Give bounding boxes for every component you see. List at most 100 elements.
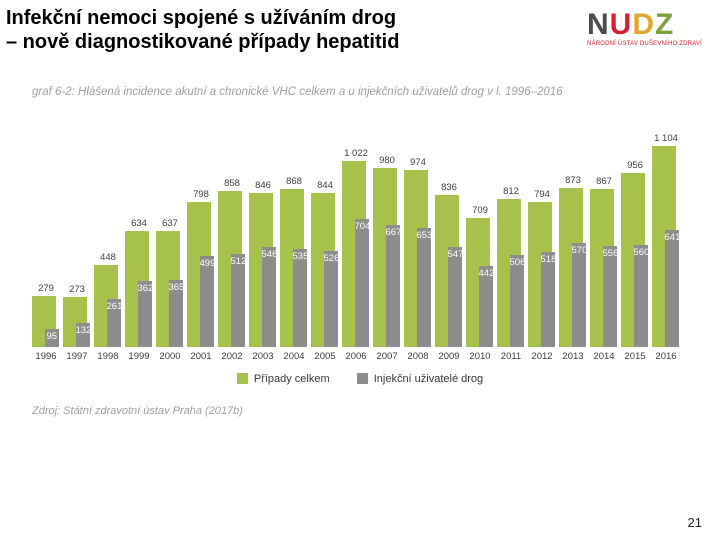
- value-total: 858: [218, 178, 246, 189]
- year-label: 1997: [63, 351, 91, 362]
- title-line-1: Infekční nemoci spojené s užíváním drog: [6, 6, 587, 30]
- year-label: 2009: [435, 351, 463, 362]
- bar-group: 7945182012: [528, 129, 556, 347]
- nudz-logo: NUDZ NÁRODNÍ ÚSTAV DUŠEVNÍHO ZDRAVÍ: [587, 10, 702, 47]
- legend-label-total: Případy celkem: [254, 373, 330, 385]
- year-label: 1998: [94, 351, 122, 362]
- legend-item-idu: Injekční uživatelé drog: [357, 373, 483, 385]
- year-label: 2002: [218, 351, 246, 362]
- value-total: 794: [528, 189, 556, 200]
- year-label: 2001: [187, 351, 215, 362]
- chart-container: graf 6-2: Hlášená incidence akutní a chr…: [32, 85, 688, 417]
- value-idu: 556: [603, 248, 618, 259]
- year-label: 2010: [466, 351, 494, 362]
- year-label: 2012: [528, 351, 556, 362]
- legend-label-idu: Injekční uživatelé drog: [374, 373, 483, 385]
- bar-idu: [324, 251, 339, 347]
- value-idu: 261: [107, 301, 122, 312]
- logo-letter-n: N: [587, 8, 610, 41]
- bar-idu: [541, 252, 556, 346]
- bar-idu: [355, 219, 370, 347]
- value-total: 637: [156, 218, 184, 229]
- year-label: 1999: [125, 351, 153, 362]
- title-line-2: – nově diagnostikované případy hepatitid: [6, 30, 587, 54]
- bar-idu: [603, 246, 618, 347]
- bar-group: 6343621999: [125, 129, 153, 347]
- value-idu: 512: [231, 256, 246, 267]
- bar-idu: [231, 254, 246, 347]
- year-label: 2011: [497, 351, 525, 362]
- legend-swatch-idu: [357, 373, 368, 384]
- slide-title: Infekční nemoci spojené s užíváním drog …: [6, 6, 587, 55]
- bar-idu: [293, 249, 308, 346]
- value-idu: 641: [665, 232, 680, 243]
- value-idu: 499: [200, 258, 215, 269]
- value-total: 1 022: [342, 148, 370, 159]
- bar-idu: [665, 230, 680, 346]
- value-total: 836: [435, 182, 463, 193]
- bar-group: 1 1046412016: [652, 129, 680, 347]
- value-idu: 560: [634, 247, 649, 258]
- bar-group: 8125062011: [497, 129, 525, 347]
- value-total: 846: [249, 180, 277, 191]
- value-total: 634: [125, 218, 153, 229]
- year-label: 2005: [311, 351, 339, 362]
- page-number: 21: [688, 515, 702, 530]
- value-total: 956: [621, 160, 649, 171]
- year-label: 2007: [373, 351, 401, 362]
- bar-idu: [448, 247, 463, 346]
- logo-letter-d: D: [632, 8, 655, 41]
- value-total: 1 104: [652, 133, 680, 144]
- year-label: 2014: [590, 351, 618, 362]
- value-idu: 526: [324, 253, 339, 264]
- bar-group: 8465462003: [249, 129, 277, 347]
- value-total: 812: [497, 186, 525, 197]
- logo-subtitle: NÁRODNÍ ÚSTAV DUŠEVNÍHO ZDRAVÍ: [587, 41, 702, 47]
- year-label: 2016: [652, 351, 680, 362]
- bar-idu: [262, 247, 277, 346]
- value-idu: 535: [293, 251, 308, 262]
- value-idu: 570: [572, 245, 587, 256]
- bar-idu: [634, 245, 649, 347]
- legend-item-total: Případy celkem: [237, 373, 330, 385]
- bar-group: 2731321997: [63, 129, 91, 347]
- bar-idu: [386, 225, 401, 346]
- bar-group: 9746532008: [404, 129, 432, 347]
- year-label: 2003: [249, 351, 277, 362]
- bar-idu: [510, 255, 525, 347]
- bar-group: 7094422010: [466, 129, 494, 347]
- bar-group: 8445262005: [311, 129, 339, 347]
- value-idu: 667: [386, 227, 401, 238]
- year-label: 2015: [621, 351, 649, 362]
- bar-group: 9806672007: [373, 129, 401, 347]
- value-idu: 442: [479, 268, 494, 279]
- value-idu: 653: [417, 230, 432, 241]
- bar-idu: [417, 228, 432, 347]
- value-idu: 547: [448, 249, 463, 260]
- value-idu: 518: [541, 254, 556, 265]
- year-label: 2004: [280, 351, 308, 362]
- year-label: 2000: [156, 351, 184, 362]
- value-total: 844: [311, 180, 339, 191]
- value-total: 448: [94, 252, 122, 263]
- bar-group: 8585122002: [218, 129, 246, 347]
- value-total: 974: [404, 157, 432, 168]
- value-total: 980: [373, 155, 401, 166]
- year-label: 2006: [342, 351, 370, 362]
- bar-group: 279951996: [32, 129, 60, 347]
- year-label: 1996: [32, 351, 60, 362]
- value-total: 798: [187, 189, 215, 200]
- bar-group: 8675562014: [590, 129, 618, 347]
- value-idu: 362: [138, 283, 153, 294]
- bars-area: 2799519962731321997448261199863436219996…: [32, 129, 688, 347]
- chart-caption: graf 6-2: Hlášená incidence akutní a chr…: [32, 85, 688, 101]
- year-label: 2013: [559, 351, 587, 362]
- chart-legend: Případy celkem Injekční uživatelé drog: [32, 373, 688, 388]
- value-total: 279: [32, 283, 60, 294]
- value-total: 873: [559, 175, 587, 186]
- bar-group: 7984992001: [187, 129, 215, 347]
- bar-group: 8735702013: [559, 129, 587, 347]
- bar-idu: [200, 256, 215, 347]
- logo-letter-z: Z: [655, 8, 674, 41]
- bar-group: 8685352004: [280, 129, 308, 347]
